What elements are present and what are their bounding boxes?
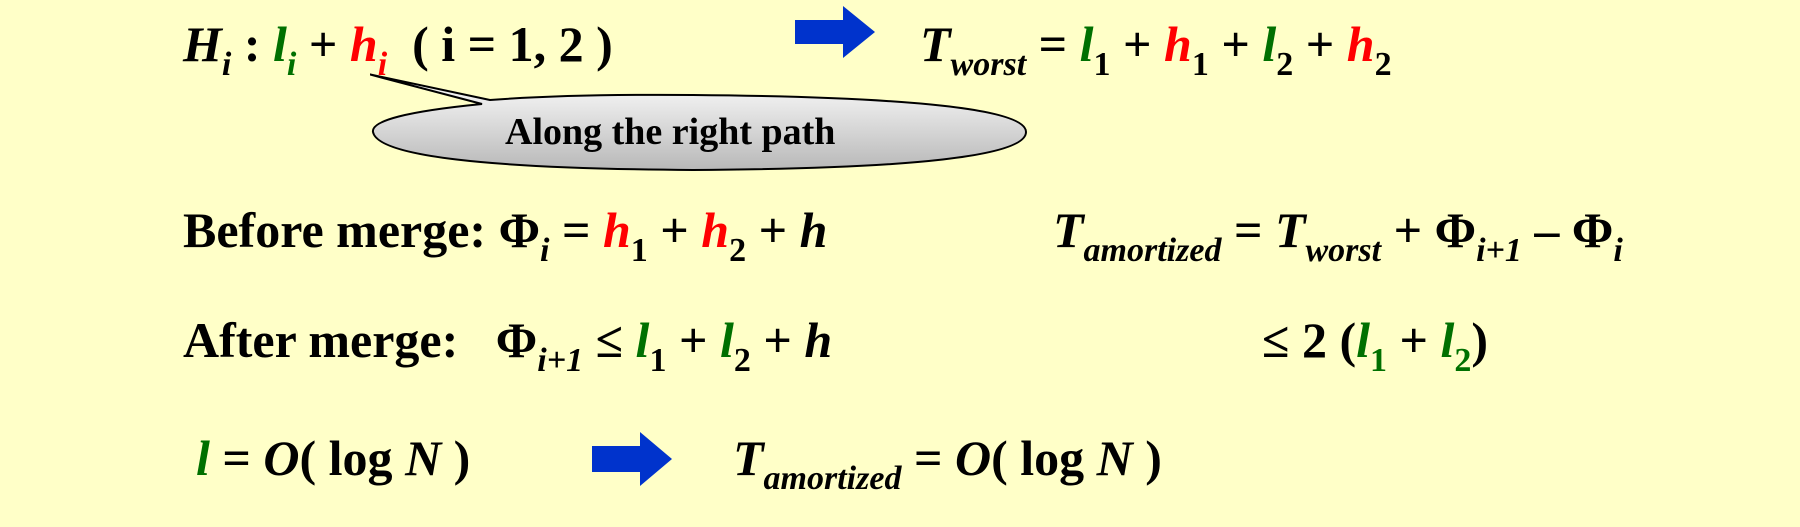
subscript: 2: [1374, 46, 1392, 83]
t-amortized-result: Tamortized = O( log N ): [733, 428, 1162, 496]
subscript: i: [286, 46, 297, 83]
subscript: 2: [733, 342, 751, 379]
callout-bubble: [370, 73, 1028, 172]
subscript: 1: [1370, 342, 1387, 379]
l-symbol: l: [1356, 312, 1370, 368]
subscript: i: [221, 46, 232, 83]
close-paren: ): [1471, 312, 1489, 368]
t-symbol: T: [920, 16, 951, 72]
h-symbol: h: [602, 202, 631, 258]
n-symbol: N: [1096, 430, 1133, 486]
big-o: O: [954, 430, 992, 486]
t-amortized-equation: Tamortized = Tworst + Φi+1 – Φi: [1053, 202, 1623, 269]
l-symbol: l: [719, 312, 734, 368]
equals: =: [1233, 202, 1263, 258]
close-paren: ): [1145, 430, 1162, 486]
l-symbol: l: [196, 430, 210, 486]
equals: =: [913, 430, 943, 486]
subscript: i+1: [537, 342, 584, 379]
callout-text: Along the right path: [505, 111, 836, 153]
h-symbol: h: [799, 202, 828, 258]
equation-line-1: Hi : li + hi ( i = 1, 2 ): [183, 14, 613, 82]
l-symbol: l: [1079, 16, 1094, 72]
h-symbol: H: [183, 16, 222, 72]
bound-prefix: ≤ 2 (: [1262, 312, 1357, 368]
subscript: i: [540, 232, 550, 269]
after-merge-label: After merge:: [183, 312, 459, 368]
big-o: O: [263, 430, 300, 486]
subscript: amortized: [763, 460, 902, 497]
h-symbol: h: [701, 202, 730, 258]
t-worst-equation: Tworst = l1 + h1 + l2 + h2: [920, 16, 1392, 83]
subscript: amortized: [1083, 232, 1222, 269]
t-symbol: T: [1053, 202, 1084, 258]
t-symbol: T: [1274, 202, 1306, 258]
subscript: worst: [950, 46, 1027, 83]
equals: =: [561, 202, 591, 258]
subscript: 1: [1191, 46, 1209, 83]
equals: =: [1038, 16, 1068, 72]
l-symbol: l: [1440, 312, 1455, 368]
log-open: ( log: [991, 430, 1085, 486]
equals: =: [222, 430, 251, 486]
phi-symbol: Φ: [498, 202, 541, 258]
subscript: 1: [649, 342, 667, 379]
amortized-bound: ≤ 2 (l1 + l2): [1262, 312, 1489, 379]
phi-symbol: Φ: [1434, 202, 1477, 258]
l-symbol: l: [1262, 16, 1277, 72]
h-symbol: h: [1346, 16, 1375, 72]
l-symbol: l: [635, 312, 650, 368]
equation-line-2: Before merge: Φi = h1 + h2 + h: [183, 202, 828, 269]
arrow-right-icon: [592, 432, 672, 486]
phi-symbol: Φ: [495, 312, 538, 368]
h-symbol: h: [804, 312, 833, 368]
less-equal: ≤: [595, 312, 624, 368]
phi-symbol: Φ: [1571, 202, 1614, 258]
before-merge-label: Before merge:: [183, 202, 487, 258]
index-range: ( i = 1, 2 ): [412, 16, 613, 72]
minus: –: [1534, 202, 1560, 258]
subscript: i+1: [1476, 232, 1522, 269]
arrow-right-icon: [795, 6, 875, 58]
h-symbol: h: [349, 16, 378, 72]
colon: :: [243, 16, 261, 72]
equation-line-4: l = O( log N ): [196, 428, 470, 488]
subscript: 2: [729, 232, 747, 269]
subscript: 2: [1454, 342, 1472, 379]
n-symbol: N: [405, 430, 442, 486]
close-paren: ): [453, 430, 471, 486]
subscript: i: [1613, 232, 1623, 269]
l-symbol: l: [273, 16, 287, 72]
equation-line-3: After merge: Φi+1 ≤ l1 + l2 + h: [183, 312, 833, 379]
subscript: 1: [1093, 46, 1111, 83]
h-symbol: h: [1164, 16, 1192, 72]
t-symbol: T: [733, 430, 764, 486]
plus: +: [308, 16, 338, 72]
subscript: i: [377, 46, 388, 83]
subscript: 2: [1276, 46, 1294, 83]
subscript: worst: [1305, 232, 1382, 269]
subscript: 1: [630, 232, 648, 269]
log-open: ( log: [299, 430, 393, 486]
